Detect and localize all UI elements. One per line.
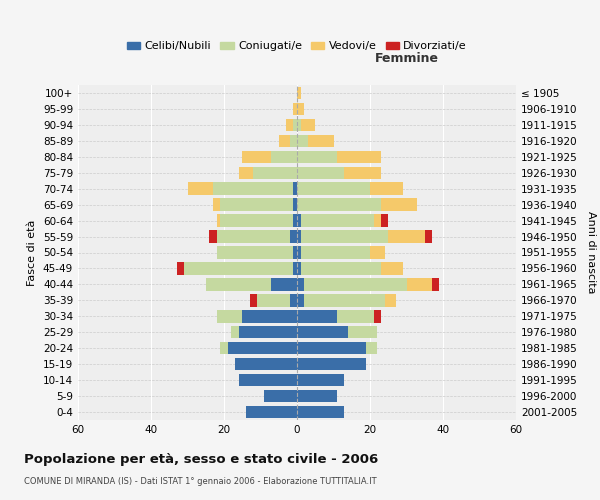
Bar — [293, 182, 297, 195]
Y-axis label: Anni di nascita: Anni di nascita — [586, 211, 596, 294]
Bar — [176, 262, 184, 274]
Bar — [293, 118, 297, 131]
Y-axis label: Fasce di età: Fasce di età — [28, 220, 37, 286]
Bar — [297, 278, 304, 290]
Bar — [301, 262, 381, 274]
Bar — [184, 262, 293, 274]
Bar — [220, 342, 227, 354]
Bar — [337, 150, 381, 163]
Bar — [257, 294, 290, 306]
Bar — [187, 182, 213, 195]
Bar — [297, 326, 348, 338]
Text: Popolazione per età, sesso e stato civile - 2006: Popolazione per età, sesso e stato civil… — [24, 452, 378, 466]
Bar — [297, 102, 304, 115]
Bar — [246, 406, 297, 418]
Bar — [297, 87, 301, 99]
Bar — [293, 262, 297, 274]
Bar — [293, 198, 297, 211]
Bar — [367, 342, 377, 354]
Bar — [297, 134, 308, 147]
Bar — [209, 230, 217, 243]
Bar — [297, 182, 370, 195]
Bar — [301, 118, 315, 131]
Bar — [235, 358, 297, 370]
Bar — [297, 246, 301, 258]
Bar — [293, 214, 297, 227]
Bar — [286, 118, 293, 131]
Bar — [213, 198, 220, 211]
Bar — [388, 230, 425, 243]
Bar — [432, 278, 439, 290]
Bar — [217, 310, 242, 322]
Bar — [297, 214, 301, 227]
Bar — [344, 166, 381, 179]
Bar — [213, 182, 293, 195]
Bar — [297, 198, 381, 211]
Bar — [297, 230, 301, 243]
Bar — [297, 406, 344, 418]
Bar — [242, 310, 297, 322]
Bar — [370, 246, 385, 258]
Bar — [217, 246, 293, 258]
Bar — [381, 214, 388, 227]
Bar — [217, 230, 290, 243]
Text: COMUNE DI MIRANDA (IS) - Dati ISTAT 1° gennaio 2006 - Elaborazione TUTTITALIA.IT: COMUNE DI MIRANDA (IS) - Dati ISTAT 1° g… — [24, 478, 377, 486]
Legend: Celibi/Nubili, Coniugati/e, Vedovi/e, Divorziati/e: Celibi/Nubili, Coniugati/e, Vedovi/e, Di… — [122, 37, 472, 56]
Bar — [304, 294, 385, 306]
Bar — [250, 294, 257, 306]
Bar — [232, 326, 239, 338]
Bar — [381, 198, 418, 211]
Bar — [374, 214, 381, 227]
Bar — [290, 134, 297, 147]
Bar — [239, 326, 297, 338]
Bar — [297, 150, 337, 163]
Bar — [264, 390, 297, 402]
Bar — [297, 310, 337, 322]
Bar — [425, 230, 432, 243]
Bar — [348, 326, 377, 338]
Bar — [293, 102, 297, 115]
Bar — [297, 166, 344, 179]
Bar — [290, 230, 297, 243]
Bar — [242, 150, 271, 163]
Bar — [337, 310, 374, 322]
Bar — [290, 294, 297, 306]
Bar — [308, 134, 334, 147]
Bar — [381, 262, 403, 274]
Bar — [301, 214, 374, 227]
Bar — [279, 134, 290, 147]
Bar — [297, 342, 367, 354]
Bar — [271, 150, 297, 163]
Bar — [239, 374, 297, 386]
Bar — [239, 166, 253, 179]
Bar — [301, 246, 370, 258]
Bar — [297, 358, 367, 370]
Bar — [293, 246, 297, 258]
Bar — [370, 182, 403, 195]
Bar — [227, 342, 297, 354]
Bar — [297, 374, 344, 386]
Bar — [271, 278, 297, 290]
Bar — [301, 230, 388, 243]
Text: Femmine: Femmine — [374, 52, 439, 65]
Bar — [304, 278, 407, 290]
Bar — [217, 214, 220, 227]
Bar — [297, 390, 337, 402]
Bar — [220, 198, 293, 211]
Bar — [297, 294, 304, 306]
Bar — [385, 294, 395, 306]
Bar — [297, 262, 301, 274]
Bar — [253, 166, 297, 179]
Bar — [374, 310, 381, 322]
Bar — [297, 118, 301, 131]
Bar — [407, 278, 432, 290]
Bar — [206, 278, 271, 290]
Bar — [220, 214, 293, 227]
